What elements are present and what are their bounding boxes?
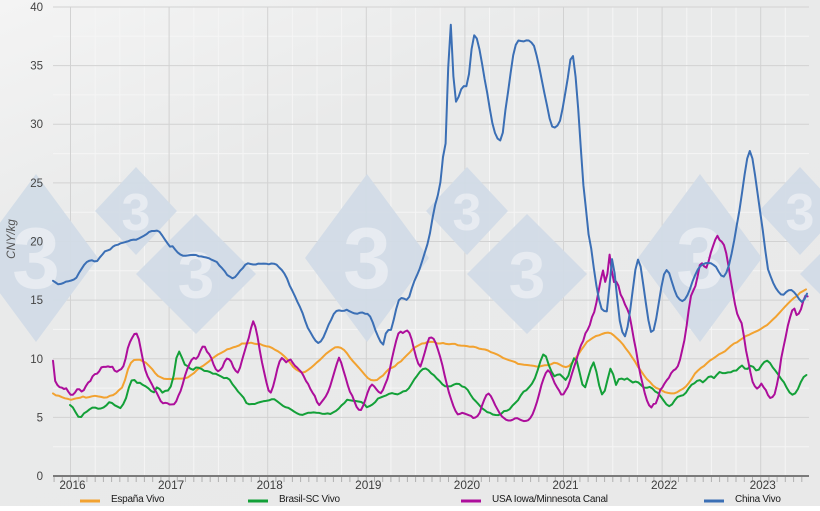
- svg-text:10: 10: [30, 354, 43, 366]
- svg-text:3: 3: [786, 184, 815, 242]
- svg-text:Brasil-SC Vivo: Brasil-SC Vivo: [279, 494, 340, 505]
- svg-text:3: 3: [12, 211, 60, 307]
- svg-text:3: 3: [343, 211, 391, 307]
- svg-text:2016: 2016: [59, 478, 86, 492]
- svg-text:2022: 2022: [651, 478, 677, 492]
- svg-text:15: 15: [30, 295, 43, 307]
- svg-text:5: 5: [37, 412, 43, 424]
- svg-text:3: 3: [122, 184, 151, 242]
- svg-text:2017: 2017: [158, 478, 184, 492]
- svg-text:CNY/kg: CNY/kg: [6, 219, 18, 259]
- svg-text:35: 35: [30, 61, 43, 73]
- svg-text:2023: 2023: [750, 478, 777, 492]
- svg-text:20: 20: [30, 237, 43, 249]
- svg-text:3: 3: [509, 238, 546, 312]
- svg-text:3: 3: [453, 184, 482, 242]
- svg-text:3: 3: [676, 211, 724, 307]
- svg-text:España Vivo: España Vivo: [111, 494, 165, 505]
- svg-text:25: 25: [30, 178, 43, 190]
- svg-text:0: 0: [37, 471, 43, 483]
- svg-text:China Vivo: China Vivo: [735, 494, 781, 505]
- svg-text:30: 30: [30, 119, 43, 131]
- svg-text:2021: 2021: [552, 478, 578, 492]
- svg-text:2018: 2018: [257, 478, 284, 492]
- svg-text:2019: 2019: [355, 478, 381, 492]
- svg-text:3: 3: [178, 238, 215, 312]
- svg-text:USA Iowa/Minnesota Canal: USA Iowa/Minnesota Canal: [492, 494, 608, 505]
- svg-text:2020: 2020: [454, 478, 481, 492]
- svg-text:40: 40: [30, 2, 43, 14]
